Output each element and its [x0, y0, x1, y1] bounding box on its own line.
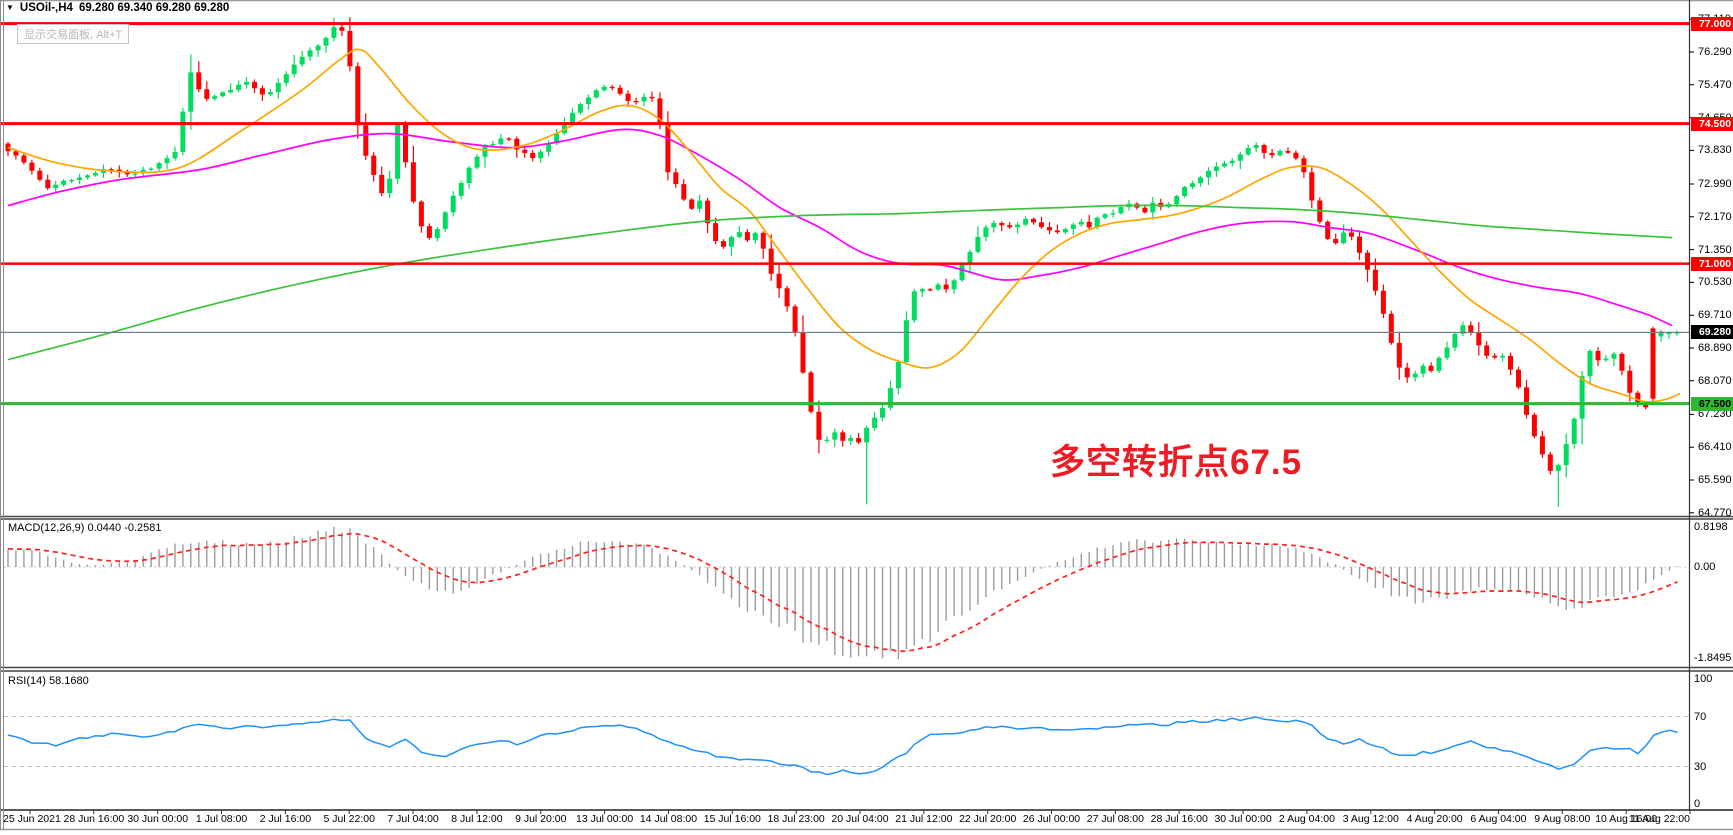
macd-indicator-label: MACD(12,26,9) 0.0440 -0.2581	[8, 522, 162, 534]
rsi-scale-label: 30	[1694, 760, 1707, 773]
macd-chart-area[interactable]	[4, 526, 1689, 660]
time-label: 2 Jul 16:00	[259, 813, 312, 825]
macd-histogram	[7, 526, 1679, 660]
price-tick-label: 69.710	[1698, 309, 1732, 322]
price-tick-label: 71.350	[1698, 243, 1732, 256]
time-label: 22 Jul 20:00	[959, 813, 1017, 825]
rsi-line	[7, 716, 1678, 776]
time-label: 30 Jun 00:00	[127, 813, 189, 825]
time-label: 10 Aug 16:00	[1595, 813, 1658, 825]
window-left-edge	[0, 0, 4, 830]
time-label: 14 Jul 08:00	[639, 813, 698, 825]
time-label: 9 Aug 08:00	[1534, 813, 1591, 825]
price-tick-label: 67.230	[1698, 408, 1732, 421]
hline-label-67.500[interactable]: 67.500	[1691, 396, 1733, 411]
price-tick-label: 65.590	[1698, 474, 1732, 486]
bearish-candles	[5, 17, 1656, 475]
time-label: 5 Jul 22:00	[323, 813, 375, 825]
trade-panel-tooltip: 显示交易面板, Alt+T	[17, 24, 130, 44]
time-label: 11 Aug 22:00	[1628, 813, 1690, 825]
macd-signal-value: -0.2581	[124, 522, 162, 534]
price-tick-label: 75.470	[1698, 78, 1732, 91]
rsi-scale-label: 0	[1694, 798, 1701, 810]
macd-scale-label: 0.8198	[1694, 520, 1728, 533]
hline-67.500[interactable]	[0, 402, 1689, 406]
time-label: 30 Jul 00:00	[1214, 813, 1272, 825]
price-tick-label: 72.990	[1698, 178, 1732, 190]
macd-value: 0.0440	[87, 522, 122, 534]
current-price-label: 69.280	[1691, 325, 1733, 340]
time-label: 2 Aug 04:00	[1278, 813, 1335, 825]
current-price-line	[0, 331, 1689, 333]
time-label: 21 Jul 12:00	[895, 813, 953, 825]
time-label: 4 Aug 20:00	[1406, 813, 1463, 825]
ma-mid-orange	[7, 48, 1681, 403]
hline-label-77.000[interactable]: 77.000	[1691, 16, 1733, 31]
time-label: 18 Jul 23:00	[767, 813, 825, 825]
time-label: 15 Jul 16:00	[703, 813, 761, 825]
hline-71.000[interactable]	[0, 262, 1689, 265]
macd-signal-line	[7, 532, 1678, 653]
price-tick-label: 68.890	[1698, 342, 1732, 354]
price-tick-label: 70.530	[1698, 276, 1732, 289]
time-label: 28 Jul 16:00	[1150, 813, 1208, 825]
time-label: 13 Jul 00:00	[576, 813, 634, 825]
symbol-dropdown-icon[interactable]: ▼	[6, 2, 14, 12]
time-label: 9 Jul 20:00	[515, 813, 567, 825]
ma-fast-magenta	[7, 128, 1673, 327]
bullish-candles	[53, 17, 1680, 507]
time-label: 8 Jul 12:00	[451, 813, 503, 825]
rsi-scale-label: 100	[1694, 673, 1713, 685]
symbol-period-label: USOil-,H4	[19, 1, 73, 14]
hline-label-71.000[interactable]: 71.000	[1691, 256, 1733, 271]
price-chart-area[interactable]	[0, 17, 1689, 507]
rsi-name: RSI(14)	[8, 675, 46, 687]
price-tick-label: 73.830	[1698, 144, 1732, 157]
price-tick-label: 72.170	[1698, 210, 1732, 223]
price-tick-label: 76.290	[1698, 46, 1732, 58]
ohlc-values: 69.280 69.340 69.280 69.280	[78, 1, 230, 14]
time-axis-ticks	[29, 810, 1691, 814]
hline-label-74.500[interactable]: 74.500	[1691, 116, 1733, 131]
ma-slow-green	[7, 204, 1673, 361]
time-label: 3 Aug 12:00	[1342, 813, 1399, 825]
hline-74.500[interactable]	[0, 122, 1689, 126]
rsi-chart-area[interactable]	[4, 716, 1689, 776]
price-tick-label: 64.770	[1698, 506, 1732, 519]
rsi-value: 58.1680	[48, 675, 89, 687]
annotation-text[interactable]: 多空转折点67.5	[1050, 443, 1303, 482]
time-label: 27 Jul 08:00	[1086, 813, 1144, 825]
chart-title-bar: ▼ USOil-,H4 69.280 69.340 69.280 69.280	[6, 1, 229, 14]
price-tick-label: 68.070	[1698, 374, 1732, 387]
time-label: 1 Jul 08:00	[195, 813, 248, 825]
time-label: 6 Aug 04:00	[1470, 813, 1527, 825]
rsi-indicator-label: RSI(14) 58.1680	[8, 675, 89, 687]
time-label: 25 Jun 2021	[3, 813, 61, 825]
macd-scale-label: -1.8495	[1694, 651, 1732, 664]
macd-name: MACD(12,26,9)	[8, 522, 85, 534]
time-label: 20 Jul 04:00	[831, 813, 889, 825]
macd-scale-label: 0.00	[1694, 561, 1716, 573]
rsi-scale-label: 70	[1694, 710, 1707, 723]
price-tick-label: 66.410	[1698, 441, 1732, 454]
time-label: 28 Jun 16:00	[63, 813, 125, 825]
hline-77.000[interactable]	[0, 22, 1689, 26]
time-label: 26 Jul 00:00	[1022, 813, 1081, 825]
time-label: 7 Jul 04:00	[387, 813, 439, 825]
